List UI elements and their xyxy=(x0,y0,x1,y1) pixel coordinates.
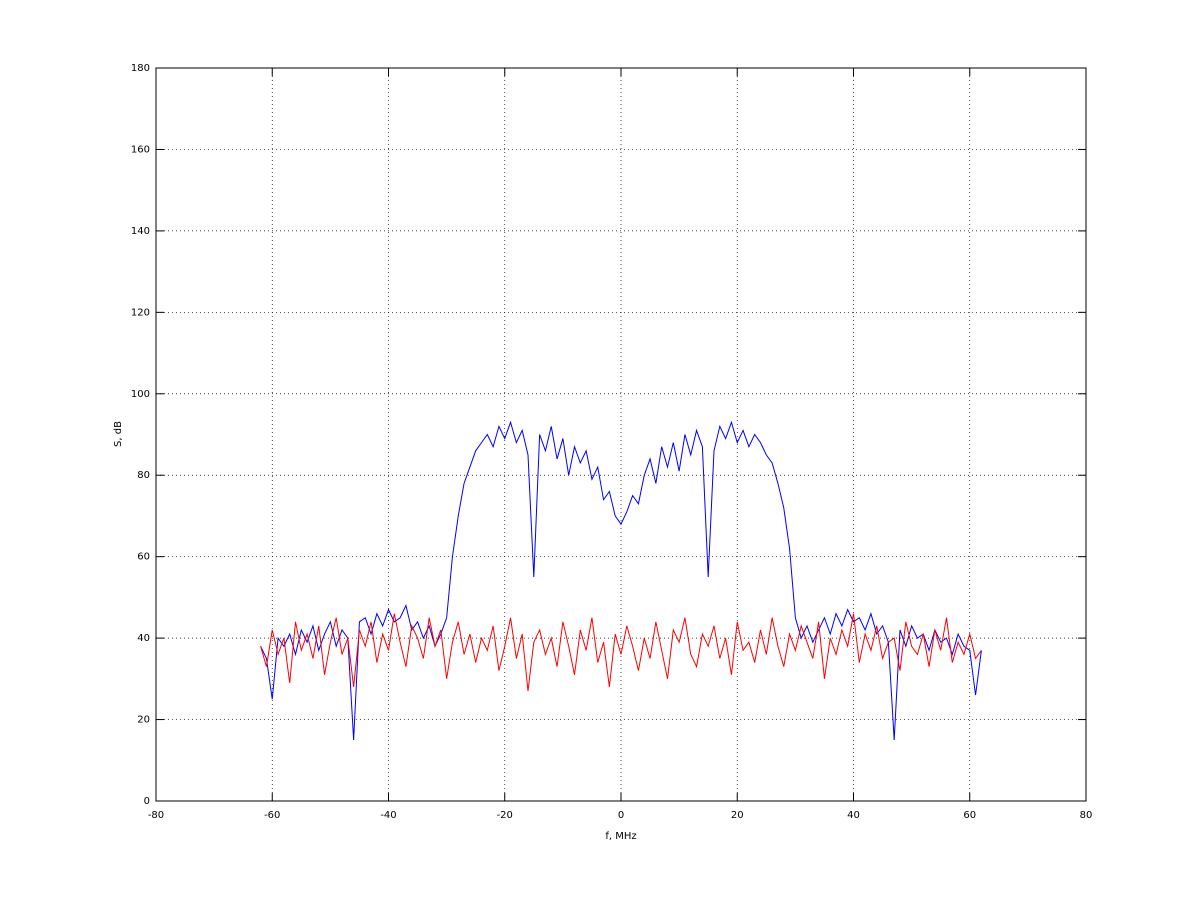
x-tick-label: -40 xyxy=(380,810,396,821)
y-axis-label: S, dB xyxy=(113,421,124,447)
x-tick-label: -60 xyxy=(264,810,280,821)
y-tick-label: 60 xyxy=(137,552,150,563)
x-tick-label: 0 xyxy=(618,810,624,821)
series-line xyxy=(260,613,982,692)
plot-frame xyxy=(155,67,1087,802)
x-tick-label: -80 xyxy=(148,810,164,821)
x-tick-label: 80 xyxy=(1080,810,1093,821)
x-tick-label: -20 xyxy=(497,810,513,821)
y-tick-label: 0 xyxy=(144,796,150,807)
y-tick-label: 180 xyxy=(131,63,150,74)
y-tick-label: 140 xyxy=(131,226,150,237)
y-tick-label: 80 xyxy=(137,470,150,481)
y-tick-label: 100 xyxy=(131,389,150,400)
x-tick-label: 60 xyxy=(963,810,976,821)
y-tick-label: 120 xyxy=(131,307,150,318)
x-tick-label: 40 xyxy=(847,810,860,821)
y-tick-label: 160 xyxy=(131,144,150,155)
y-tick-label: 20 xyxy=(137,715,150,726)
x-tick-label: 20 xyxy=(731,810,744,821)
x-axis-label: f, MHz xyxy=(605,831,636,842)
series-line xyxy=(260,420,982,740)
y-tick-label: 40 xyxy=(137,633,150,644)
